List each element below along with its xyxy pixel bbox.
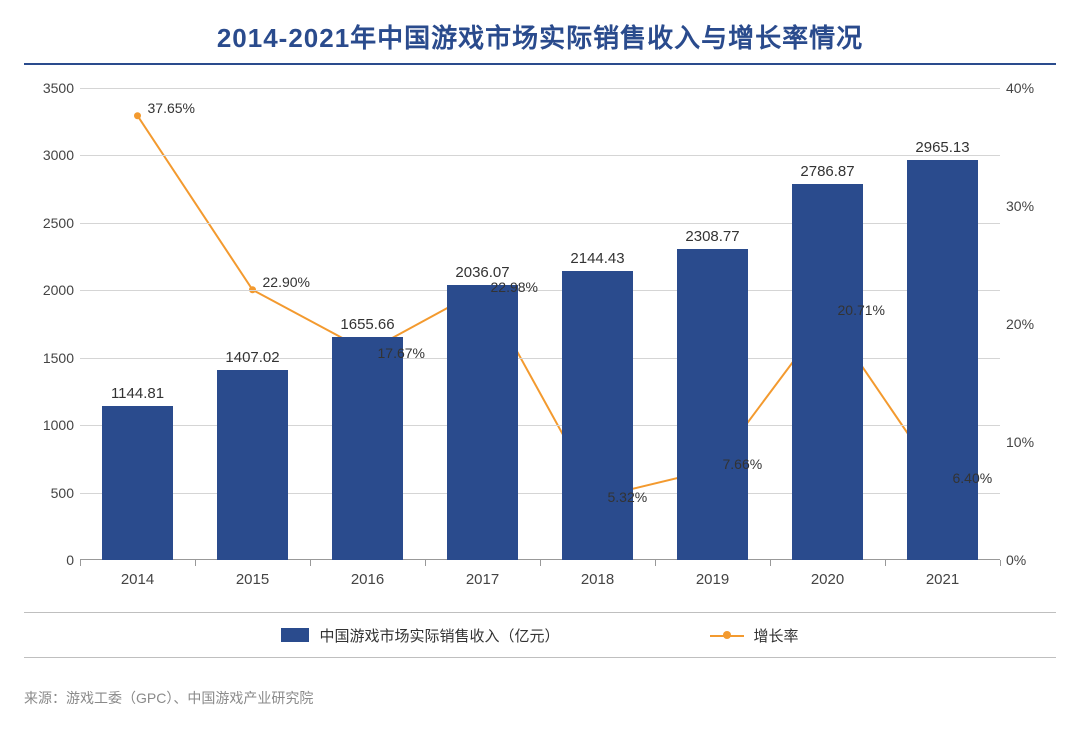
x-tick-mark — [540, 560, 541, 566]
chart-title: 2014-2021年中国游戏市场实际销售收入与增长率情况 — [0, 18, 1080, 55]
bar-value-label: 1144.81 — [111, 385, 164, 406]
line-value-label: 37.65% — [148, 100, 195, 116]
plot-region: 05001000150020002500300035000%10%20%30%4… — [80, 88, 1000, 560]
x-tick-mark — [655, 560, 656, 566]
y-left-tick: 1500 — [32, 350, 74, 366]
y-right-tick: 40% — [1006, 80, 1050, 96]
line-value-label: 5.32% — [608, 489, 648, 505]
line-value-label: 22.98% — [491, 279, 538, 295]
line-value-label: 22.90% — [263, 274, 310, 290]
x-tick-mark — [425, 560, 426, 566]
x-tick-label: 2015 — [236, 571, 269, 588]
y-left-tick: 1000 — [32, 417, 74, 433]
x-tick-mark — [770, 560, 771, 566]
legend-line-swatch — [710, 628, 744, 642]
bar — [907, 160, 978, 560]
legend-item-bars: 中国游戏市场实际销售收入（亿元） — [281, 625, 559, 646]
bar — [792, 184, 863, 560]
bar — [217, 370, 288, 560]
bar — [102, 406, 173, 560]
y-left-tick: 3000 — [32, 147, 74, 163]
y-right-tick: 0% — [1006, 552, 1050, 568]
bar-value-label: 2308.77 — [685, 228, 739, 249]
bar-value-label: 1407.02 — [225, 349, 279, 370]
x-tick-mark — [80, 560, 81, 566]
line-value-label: 6.40% — [953, 470, 993, 486]
x-tick-label: 2018 — [581, 571, 614, 588]
line-value-label: 7.66% — [723, 456, 763, 472]
y-left-tick: 2500 — [32, 215, 74, 231]
y-left-tick: 3500 — [32, 80, 74, 96]
x-tick-label: 2019 — [696, 571, 729, 588]
x-tick-mark — [1000, 560, 1001, 566]
x-tick-mark — [885, 560, 886, 566]
x-tick-mark — [310, 560, 311, 566]
chart-area: 0 500 1000 1500 2000 2500 3000 3500 0% 10% 20% 30% 4… — [24, 70, 1056, 600]
y-left-tick: 0 — [32, 552, 74, 568]
y-right-tick: 30% — [1006, 198, 1050, 214]
bar — [562, 271, 633, 560]
gridline — [80, 88, 1000, 89]
title-underline — [24, 63, 1056, 65]
bar-value-label: 2144.43 — [570, 250, 624, 271]
bar — [447, 285, 518, 560]
gridline — [80, 155, 1000, 156]
legend-line-label: 增长率 — [754, 625, 799, 646]
legend-item-line: 增长率 — [710, 625, 799, 646]
legend-bar-label: 中国游戏市场实际销售收入（亿元） — [319, 625, 559, 646]
line-value-label: 20.71% — [838, 302, 885, 318]
bar-value-label: 2965.13 — [915, 139, 969, 160]
x-tick-label: 2016 — [351, 571, 384, 588]
y-right-tick: 20% — [1006, 316, 1050, 332]
y-right-tick: 10% — [1006, 434, 1050, 450]
line-value-label: 17.67% — [378, 345, 425, 361]
bar-value-label: 2786.87 — [800, 163, 854, 184]
legend: 中国游戏市场实际销售收入（亿元） 增长率 — [24, 612, 1056, 658]
bar — [677, 249, 748, 560]
legend-bar-swatch — [281, 628, 309, 642]
line-marker — [134, 112, 141, 119]
x-tick-label: 2014 — [121, 571, 154, 588]
x-tick-label: 2021 — [926, 571, 959, 588]
chart-title-wrap: 2014-2021年中国游戏市场实际销售收入与增长率情况 — [0, 0, 1080, 73]
x-tick-mark — [195, 560, 196, 566]
source-text: 来源：游戏工委（GPC）、中国游戏产业研究院 — [24, 688, 313, 708]
y-left-tick: 2000 — [32, 282, 74, 298]
bar — [332, 337, 403, 560]
x-tick-label: 2020 — [811, 571, 844, 588]
x-tick-label: 2017 — [466, 571, 499, 588]
y-left-tick: 500 — [32, 485, 74, 501]
bar-value-label: 1655.66 — [340, 316, 394, 337]
